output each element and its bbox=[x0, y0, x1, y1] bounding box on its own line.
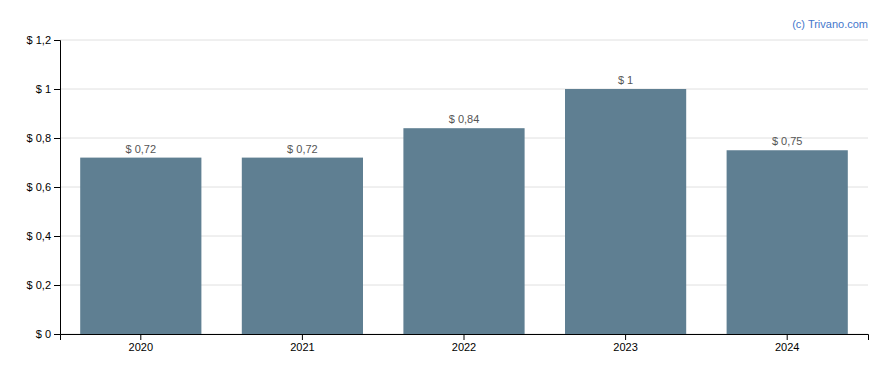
y-tick-label: $ 1 bbox=[36, 83, 51, 95]
x-tick-label: 2022 bbox=[452, 341, 476, 353]
plot: $ 0$ 0,2$ 0,4$ 0,6$ 0,8$ 1$ 1,2202020212… bbox=[27, 34, 869, 353]
y-tick-mark bbox=[54, 285, 60, 286]
y-tick: $ 1 bbox=[36, 83, 60, 95]
y-tick: $ 0,6 bbox=[27, 181, 60, 193]
chart: $ 0$ 0,2$ 0,4$ 0,6$ 0,8$ 1$ 1,2202020212… bbox=[0, 0, 888, 370]
x-axis: 2020 2021 2022 2023 2024 bbox=[61, 334, 869, 353]
x-tick-mark bbox=[787, 334, 788, 340]
y-tick-label: $ 0,2 bbox=[27, 279, 51, 291]
y-tick: $ 1,2 bbox=[27, 34, 60, 46]
y-tick-mark bbox=[54, 236, 60, 237]
x-tick: 2021 bbox=[290, 334, 314, 353]
y-tick-label: $ 0,6 bbox=[27, 181, 51, 193]
y-axis: $ 0 $ 0,2 $ 0,4 $ 0,6 $ 0,8 $ 1 $ 1,2 bbox=[27, 34, 61, 340]
x-tick-label: 2024 bbox=[775, 341, 799, 353]
bar bbox=[565, 89, 686, 334]
annotation: (c) Trivano.com bbox=[792, 18, 868, 30]
x-axis-line bbox=[61, 335, 869, 341]
x-tick: 2024 bbox=[775, 334, 799, 353]
bars bbox=[80, 89, 848, 334]
x-tick-label: 2020 bbox=[129, 341, 153, 353]
data-label: $ 0,72 bbox=[287, 143, 318, 155]
x-tick-mark bbox=[302, 334, 303, 340]
x-tick: 2023 bbox=[613, 334, 637, 353]
data-labels: $ 0,72 $ 0,72 $ 0,84 $ 1 $ 0,75 bbox=[126, 74, 803, 155]
y-tick-mark bbox=[54, 89, 60, 90]
bar bbox=[80, 158, 201, 334]
bar bbox=[727, 150, 848, 334]
x-tick: 2020 bbox=[129, 334, 153, 353]
y-tick-mark bbox=[54, 40, 60, 41]
y-tick-label: $ 0,8 bbox=[27, 132, 51, 144]
y-tick: $ 0,2 bbox=[27, 279, 60, 291]
bar bbox=[242, 158, 363, 334]
x-tick-mark bbox=[140, 334, 141, 340]
x-tick-mark bbox=[625, 334, 626, 340]
y-tick: $ 0,4 bbox=[27, 230, 60, 242]
y-tick-mark bbox=[54, 138, 60, 139]
x-tick-mark bbox=[464, 334, 465, 340]
x-tick-label: 2023 bbox=[613, 341, 637, 353]
y-tick: $ 0 bbox=[36, 328, 60, 340]
grid-line bbox=[60, 40, 868, 41]
x-tick: 2022 bbox=[452, 334, 476, 353]
y-tick-label: $ 1,2 bbox=[27, 34, 51, 46]
y-axis-line bbox=[54, 41, 61, 335]
y-tick: $ 0,8 bbox=[27, 132, 60, 144]
data-label: $ 0,84 bbox=[449, 113, 480, 125]
grid-line bbox=[60, 89, 868, 90]
data-label: $ 0,72 bbox=[126, 143, 157, 155]
y-tick-label: $ 0 bbox=[36, 328, 51, 340]
y-tick-mark bbox=[54, 187, 60, 188]
y-tick-label: $ 0,4 bbox=[27, 230, 51, 242]
grid bbox=[60, 40, 868, 334]
bar bbox=[403, 128, 524, 334]
x-tick-label: 2021 bbox=[290, 341, 314, 353]
data-label: $ 1 bbox=[618, 74, 633, 86]
y-tick-mark bbox=[54, 334, 60, 335]
data-label: $ 0,75 bbox=[772, 135, 803, 147]
